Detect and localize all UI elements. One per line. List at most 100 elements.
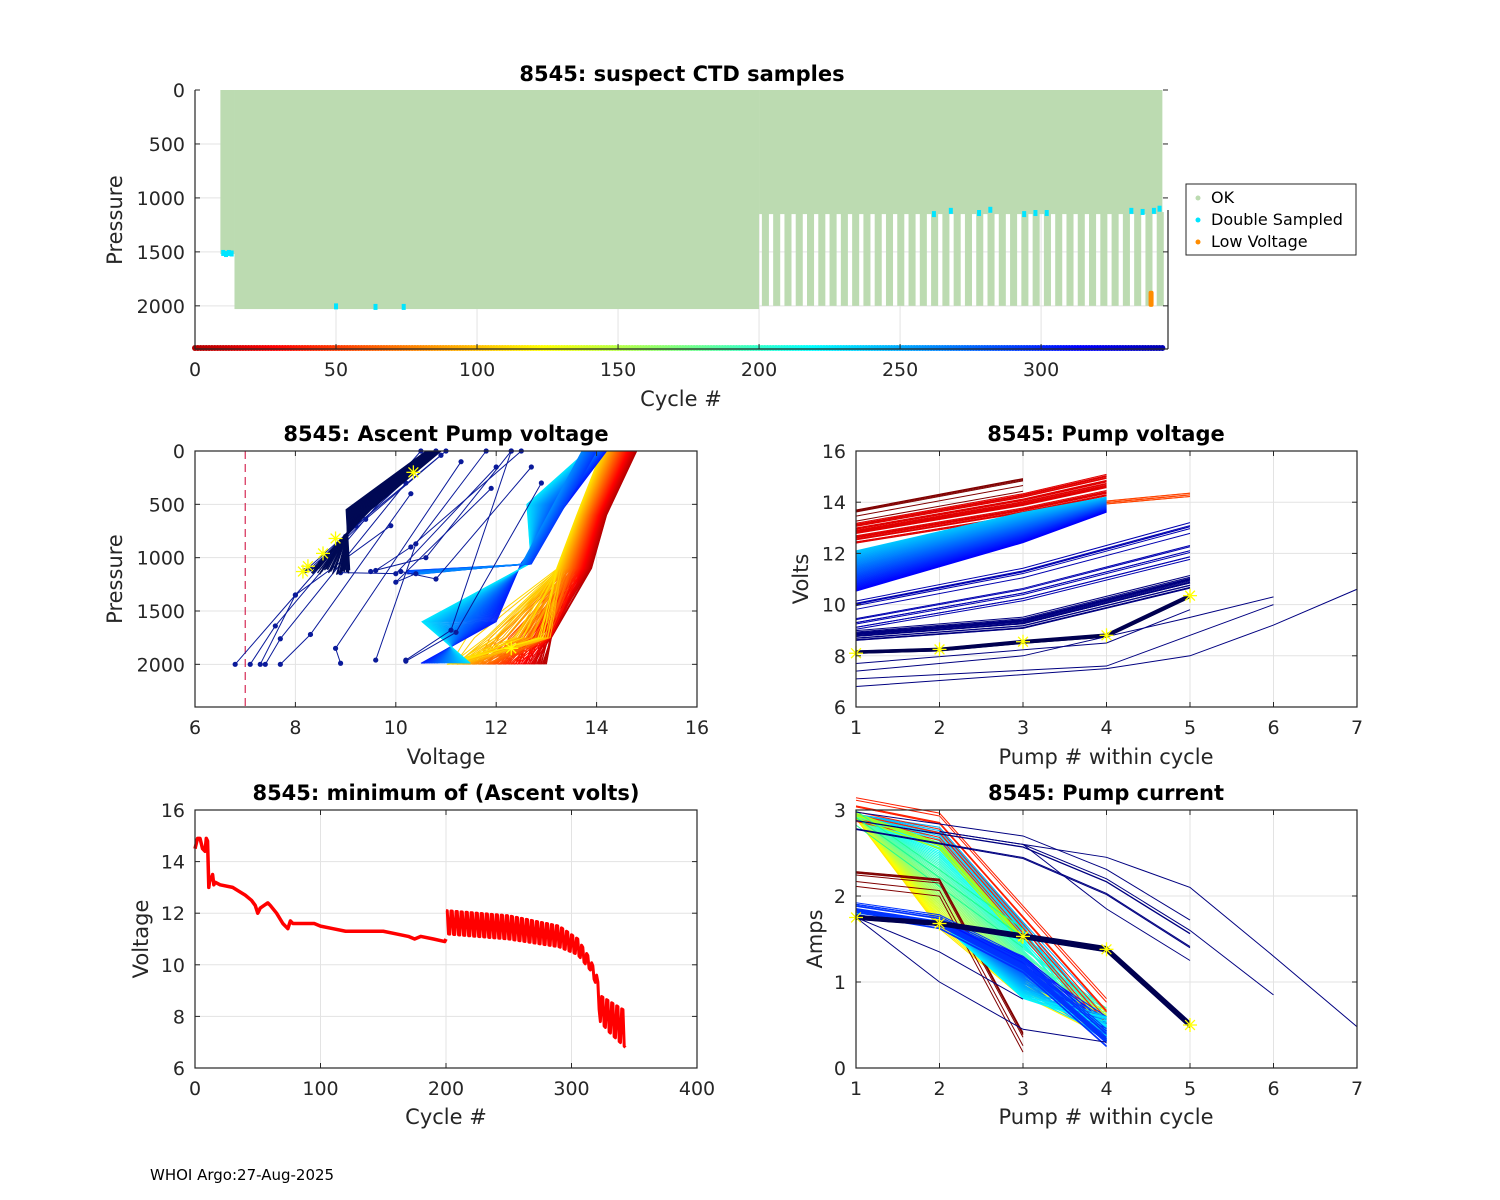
x-tick-label: 100: [302, 1078, 338, 1100]
pump-current-line: [855, 816, 1024, 938]
y-tick-label: 1000: [137, 548, 185, 570]
pump-current-line: [855, 817, 1024, 945]
min-voltage-line: [193, 836, 448, 944]
ok-deep-profile: [840, 212, 848, 306]
pump-voltage-line: [855, 473, 1107, 524]
pump-current-line: [855, 909, 1107, 1040]
y-axis-label: Volts: [789, 554, 813, 605]
x-axis-label: Voltage: [407, 745, 486, 769]
pump-voltage-line: [1106, 494, 1191, 504]
ok-deep-profile: [908, 212, 916, 306]
x-tick-label: 12: [484, 717, 508, 739]
pump-voltage-line: [855, 545, 1191, 620]
pump-voltage-line: [855, 522, 1191, 602]
chart-title: 8545: Pump current: [988, 781, 1224, 805]
ok-deep-profile: [1043, 212, 1051, 306]
pump-voltage-line: [855, 604, 1274, 680]
ok-deep-profile: [1134, 212, 1142, 306]
pump-voltage-line: [855, 481, 1107, 530]
ok-deep-profile: [784, 212, 792, 306]
ascent-sample-marker: [393, 579, 399, 585]
chart-ascent-pump-voltage: 6 8 10 12 14 16 0 500 1000 1500 2000 8545: Ascent …: [103, 422, 709, 769]
ascent-sample-marker: [388, 523, 394, 529]
double-sampled-point: [988, 206, 993, 213]
pump-voltage-line: [855, 579, 1191, 635]
pump-current-line: [855, 885, 1024, 1053]
legend-label-ok: OK: [1211, 188, 1235, 207]
x-tick-label: 8: [289, 717, 301, 739]
ascent-sample-marker: [413, 571, 419, 577]
ok-deep-profile: [919, 212, 927, 306]
pump-voltage-line: [855, 494, 1107, 540]
x-tick-label: 0: [189, 1078, 201, 1100]
y-tick-label: 2: [834, 886, 846, 908]
pump-voltage-line: [855, 483, 1107, 532]
ok-deep-profile: [1010, 212, 1018, 306]
x-axis-label: Cycle #: [405, 1105, 487, 1129]
ascent-sample-marker: [538, 480, 544, 486]
ascent-sample-marker: [262, 661, 268, 667]
ok-deep-profile: [818, 212, 826, 306]
pump-voltage-line: [1106, 495, 1191, 505]
x-tick-label: 200: [741, 359, 777, 381]
x-tick-label: 150: [600, 359, 636, 381]
flagged-star-marker: [1101, 943, 1112, 955]
ascent-profile-line: [420, 450, 583, 575]
ascent-sample-marker: [408, 544, 414, 550]
pump-voltage-line: [855, 484, 1107, 533]
pump-current-line: [855, 905, 1107, 1035]
x-tick-label: 7: [1351, 717, 1363, 739]
pump-voltage-line: [855, 480, 1107, 529]
pump-voltage-line: [855, 526, 1191, 605]
pump-voltage-line: [855, 485, 1107, 533]
double-sampled-point: [1129, 207, 1134, 214]
x-tick-label: 50: [324, 359, 348, 381]
y-tick-label: 500: [149, 134, 185, 156]
ok-deep-profile: [964, 212, 972, 306]
flagged-star-marker: [408, 466, 419, 478]
ascent-sample-marker: [277, 661, 283, 667]
flagged-star-marker: [330, 533, 341, 544]
min-voltage-line: [445, 909, 627, 1049]
double-sampled-point: [1157, 205, 1162, 212]
pump-voltage-line: [855, 580, 1191, 636]
ok-deep-profile: [1077, 212, 1085, 306]
pump-current-line: [855, 871, 1024, 1035]
y-tick-label: 1: [834, 972, 846, 994]
ok-deep-profile: [795, 212, 803, 306]
chart-title: 8545: minimum of (Ascent volts): [252, 781, 639, 805]
footer-credit: WHOI Argo:27-Aug-2025: [150, 1166, 335, 1184]
pump-current-line: [855, 815, 1107, 1009]
ok-deep-profile: [1100, 212, 1108, 306]
ok-deep-profile: [885, 212, 894, 306]
y-tick-label: 16: [822, 441, 846, 463]
ascent-sample-marker: [337, 660, 344, 666]
ascent-profile-line: [279, 493, 412, 665]
ok-deep-profile: [998, 212, 1006, 306]
pump-voltage-line: [855, 511, 1107, 592]
ascent-sample-marker: [292, 592, 298, 598]
ok-deep-profile: [761, 212, 769, 306]
double-sampled-point: [334, 303, 339, 310]
ascent-sample-marker: [247, 661, 253, 667]
pump-current-line: [855, 902, 1107, 1030]
y-tick-label: 1500: [137, 601, 185, 623]
double-sampled-point: [1151, 207, 1156, 214]
chart-suspect-ctd: 0 50 100 150 200 250 300 0 500 1000 1500 2000 8545:…: [103, 62, 1357, 411]
x-tick-label: 2: [933, 1078, 945, 1100]
x-tick-label: 14: [585, 717, 609, 739]
ok-samples-region: [220, 90, 235, 255]
pump-current-line: [855, 828, 1191, 947]
ascent-sample-marker: [528, 464, 534, 470]
axes-box: [194, 450, 698, 708]
y-tick-label: 12: [161, 903, 185, 925]
ok-deep-profile: [1089, 212, 1097, 306]
double-sampled-point: [221, 249, 226, 256]
y-tick-label: 14: [822, 492, 846, 514]
double-sampled-point: [977, 210, 982, 217]
pump-voltage-line: [855, 552, 1191, 625]
pump-current-line: [855, 905, 1107, 1034]
y-tick-label: 8: [834, 646, 846, 668]
pump-voltage-line: [855, 490, 1107, 537]
